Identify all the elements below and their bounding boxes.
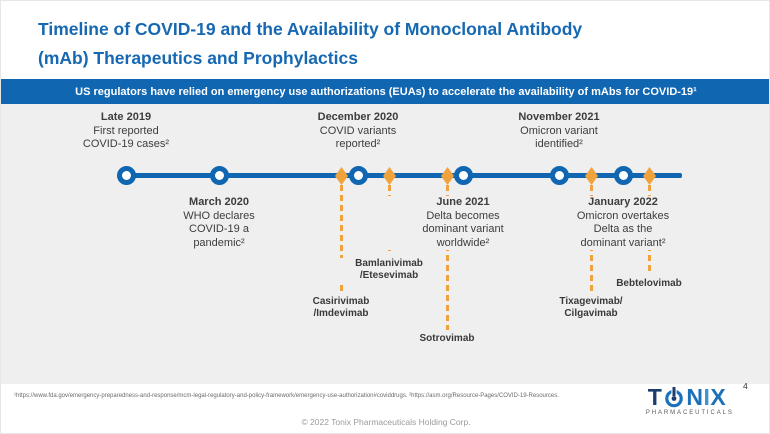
timeline-node-june-2021 [454, 166, 473, 185]
event-december-2020: December 2020 COVID variants reported² [283, 111, 433, 152]
mab-name-line: Cilgavimab [564, 308, 618, 319]
logo-letter-i: I [703, 384, 711, 410]
logo-letter-t: T [647, 384, 663, 410]
mab-label-bamlanivimab: Bamlanivimab /Etesevimab [334, 258, 444, 282]
mab-label-tixagevimab: Tixagevimab/ Cilgavimab [536, 296, 646, 320]
event-date: March 2020 [189, 196, 249, 208]
event-late-2019: Late 2019 First reported COVID-19 cases² [51, 111, 201, 152]
event-line: pandemic² [193, 236, 245, 249]
event-line: worldwide² [436, 236, 490, 249]
event-line: dominant variant² [580, 236, 666, 249]
timeline-node-march-2020 [210, 166, 229, 185]
milestone-diamond-bebtelovimab [643, 167, 656, 185]
slide-title: Timeline of COVID-19 and the Availabilit… [38, 15, 738, 73]
tonix-logo: T N I X PHARMACEUTICALS [644, 385, 734, 416]
milestone-diamond-sotrovimab [441, 167, 454, 185]
mab-name-line: /Imdevimab [313, 308, 369, 319]
event-january-2022: January 2022 Omicron overtakes Delta as … [548, 196, 698, 250]
copyright-line: © 2022 Tonix Pharmaceuticals Holding Cor… [301, 417, 471, 427]
milestone-diamond-casirivimab [335, 167, 348, 185]
event-march-2020: March 2020 WHO declares COVID-19 a pande… [144, 196, 294, 250]
mab-name-line: Tixagevimab/ [559, 296, 623, 307]
mab-name-line: Bamlanivimab [355, 258, 423, 269]
mab-label-sotrovimab: Sotrovimab [392, 333, 502, 345]
timeline-line [126, 173, 682, 178]
event-date: June 2021 [436, 196, 490, 208]
timeline-node-november-2021 [550, 166, 569, 185]
tonix-o-droplet-icon [665, 386, 684, 408]
event-june-2021: June 2021 Delta becomes dominant variant… [388, 196, 538, 250]
mab-name-line: Casirivimab [312, 296, 370, 307]
timeline-node-late-2019 [117, 166, 136, 185]
event-line: dominant variant [422, 223, 504, 235]
mab-name-line: Sotrovimab [419, 333, 475, 344]
dash-connector-sotrovimab [446, 185, 449, 330]
event-line: reported² [335, 138, 381, 150]
mab-name-line: /Etesevimab [359, 270, 419, 281]
event-line: COVID-19 cases² [82, 138, 170, 150]
event-date: Late 2019 [100, 111, 152, 123]
event-line: First reported [93, 124, 159, 137]
event-date: November 2021 [518, 111, 600, 123]
event-line: COVID variants [319, 124, 397, 137]
event-line: Omicron overtakes [576, 209, 670, 222]
slide-title-line1: Timeline of COVID-19 and the Availabilit… [38, 19, 583, 39]
event-november-2021: November 2021 Omicron variant identified… [484, 111, 634, 152]
key-message-banner: US regulators have relied on emergency u… [1, 79, 769, 104]
mab-label-bebtelovimab: Bebtelovimab [594, 278, 704, 290]
event-line: Delta as the [593, 223, 653, 235]
event-line: identified² [535, 138, 583, 150]
milestone-diamond-tixagevimab [585, 167, 598, 185]
event-line: Delta becomes [426, 209, 500, 222]
mab-name-line: Bebtelovimab [616, 278, 682, 289]
logo-letter-n: N [686, 384, 704, 410]
key-message-text: US regulators have relied on emergency u… [75, 85, 697, 98]
timeline-node-january-2022 [614, 166, 633, 185]
slide-title-line2: (mAb) Therapeutics and Prophylactics [38, 48, 358, 68]
event-line: Omicron variant [520, 124, 598, 137]
event-date: December 2020 [317, 111, 399, 123]
event-date: January 2022 [588, 196, 658, 208]
dash-connector-casirivimab [340, 185, 343, 293]
page-number: 4 [743, 381, 748, 391]
timeline-node-december-2020 [349, 166, 368, 185]
event-line: COVID-19 a [189, 223, 249, 235]
event-line: WHO declares [183, 209, 255, 222]
milestone-diamond-bamlanivimab [383, 167, 396, 185]
logo-letter-x: X [710, 384, 727, 410]
mab-label-casirivimab: Casirivimab /Imdevimab [286, 296, 396, 320]
timeline-canvas: Late 2019 First reported COVID-19 cases²… [1, 104, 769, 384]
footnote-references: ¹https://www.fda.gov/emergency-preparedn… [14, 393, 559, 399]
logo-subtext: PHARMACEUTICALS [645, 410, 734, 416]
tonix-logo-wordmark: T N I X [644, 385, 730, 409]
